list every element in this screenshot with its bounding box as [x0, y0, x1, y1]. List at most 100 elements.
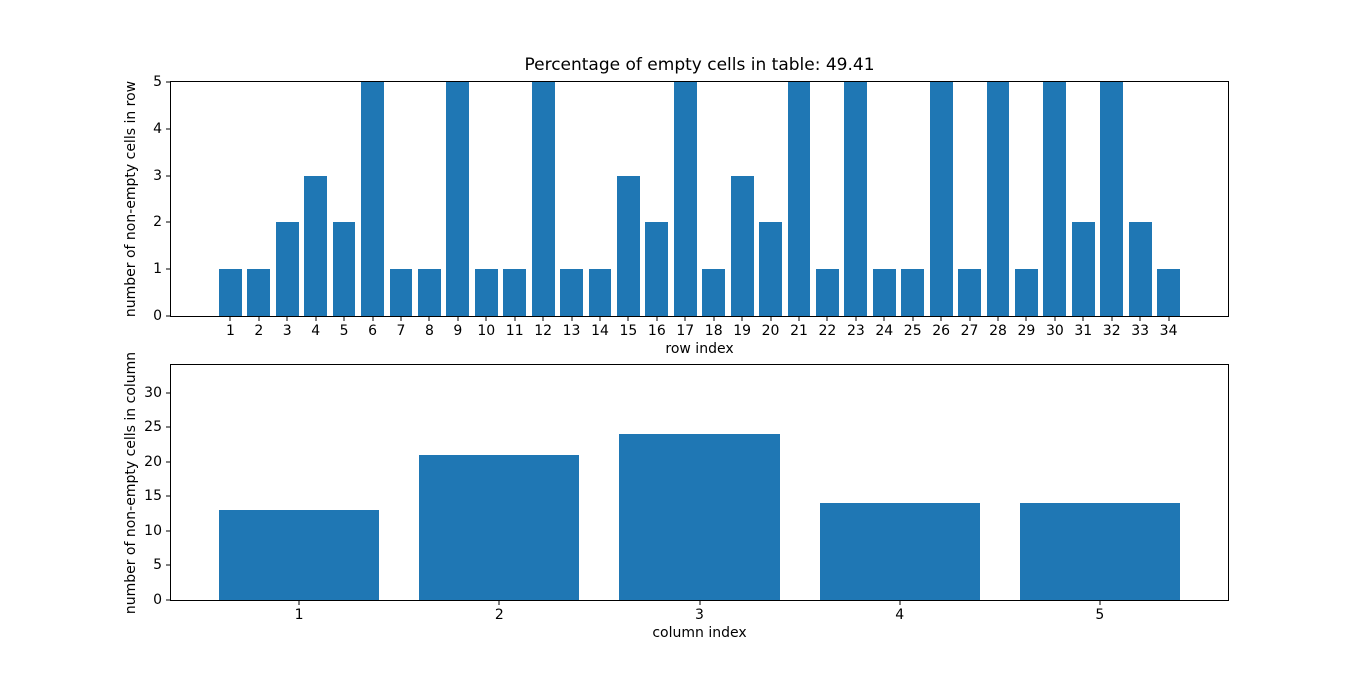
x-tick	[428, 316, 430, 321]
y-tick	[166, 221, 171, 223]
x-tick	[258, 316, 260, 321]
y-tick-label: 30	[144, 384, 162, 401]
x-tick	[571, 316, 573, 321]
x-tick-label: 6	[368, 323, 378, 339]
bar	[1100, 82, 1124, 316]
x-tick	[457, 316, 459, 321]
x-tick	[627, 316, 629, 321]
bar	[702, 269, 726, 316]
bar	[219, 269, 242, 316]
x-tick-label: 21	[790, 323, 808, 339]
y-axis-label: number of non-empty cells in row	[123, 80, 139, 318]
y-tick-label: 5	[153, 74, 162, 90]
y-tick-label: 4	[153, 120, 162, 137]
x-tick	[770, 316, 772, 321]
x-tick	[1025, 316, 1027, 321]
x-tick-label: 32	[1102, 323, 1121, 339]
x-tick	[542, 316, 544, 321]
bar	[1157, 269, 1180, 316]
y-tick	[166, 392, 171, 394]
x-tick-label: 30	[1045, 323, 1064, 339]
x-tick-label: 34	[1159, 323, 1178, 339]
y-tick	[166, 315, 171, 317]
y-tick	[166, 461, 171, 463]
x-tick	[912, 316, 914, 321]
x-axis-label: row index	[665, 341, 734, 357]
x-tick-label: 11	[505, 323, 524, 339]
bar	[1128, 222, 1152, 316]
bar	[958, 269, 981, 316]
y-tick	[166, 81, 171, 83]
x-tick	[997, 316, 999, 321]
bar	[419, 454, 580, 600]
bar	[503, 269, 527, 316]
x-tick-label: 9	[453, 323, 463, 339]
x-tick	[514, 316, 516, 321]
bar	[247, 269, 271, 316]
x-tick-label: 4	[311, 323, 321, 339]
x-tick	[1168, 316, 1170, 321]
bar	[446, 82, 470, 316]
x-tick	[826, 316, 828, 321]
x-tick	[400, 316, 402, 321]
bar	[901, 269, 925, 316]
y-tick-label: 0	[153, 308, 162, 324]
bar	[645, 222, 669, 316]
bar	[1015, 269, 1038, 316]
bar	[361, 82, 384, 316]
bar	[332, 222, 356, 316]
x-tick-label: 27	[960, 323, 979, 339]
y-tick-label: 5	[153, 557, 162, 574]
y-tick	[166, 426, 171, 428]
x-tick	[1082, 316, 1084, 321]
x-tick	[656, 316, 658, 321]
x-tick	[798, 316, 800, 321]
bar	[844, 82, 868, 316]
x-tick	[315, 316, 317, 321]
x-tick	[713, 316, 715, 321]
bar	[275, 222, 299, 316]
x-tick-label: 5	[339, 323, 349, 339]
x-tick	[286, 316, 288, 321]
y-tick-label: 0	[153, 592, 162, 608]
x-tick	[229, 316, 231, 321]
bar	[304, 175, 328, 316]
chart-title: Percentage of empty cells in table: 49.4…	[524, 55, 875, 76]
bar	[219, 510, 380, 600]
y-tick	[166, 530, 171, 532]
bar	[531, 82, 555, 316]
x-tick	[741, 316, 743, 321]
y-tick	[166, 128, 171, 130]
x-tick	[498, 600, 500, 605]
bar	[474, 269, 498, 316]
x-tick-label: 28	[989, 323, 1007, 339]
x-tick-label: 5	[1095, 607, 1105, 623]
y-axis-label: number of non-empty cells in column	[123, 351, 139, 614]
bar	[1043, 82, 1067, 316]
y-tick-label: 20	[144, 453, 162, 470]
x-tick-label: 14	[591, 323, 609, 339]
x-tick	[599, 316, 601, 321]
x-tick-label: 20	[761, 323, 780, 339]
x-tick-label: 29	[1017, 323, 1036, 339]
x-tick	[298, 600, 300, 605]
x-tick	[684, 316, 686, 321]
bar	[872, 269, 896, 316]
y-tick-label: 25	[144, 419, 162, 436]
x-tick	[855, 316, 857, 321]
x-axis-label: column index	[652, 625, 747, 641]
x-tick	[883, 316, 885, 321]
x-tick-label: 8	[424, 323, 434, 339]
y-tick-label: 10	[144, 522, 162, 539]
x-tick-label: 16	[647, 323, 666, 339]
x-tick-label: 31	[1074, 323, 1093, 339]
row-bar-chart-axes: Percentage of empty cells in table: 49.4…	[123, 56, 1229, 356]
x-tick	[899, 600, 901, 605]
x-tick-label: 22	[818, 323, 837, 339]
bar	[986, 82, 1010, 316]
x-tick-label: 17	[676, 323, 695, 339]
bar	[619, 434, 780, 600]
y-tick-label: 3	[153, 167, 162, 184]
y-tick	[166, 495, 171, 497]
bar	[1071, 222, 1095, 316]
